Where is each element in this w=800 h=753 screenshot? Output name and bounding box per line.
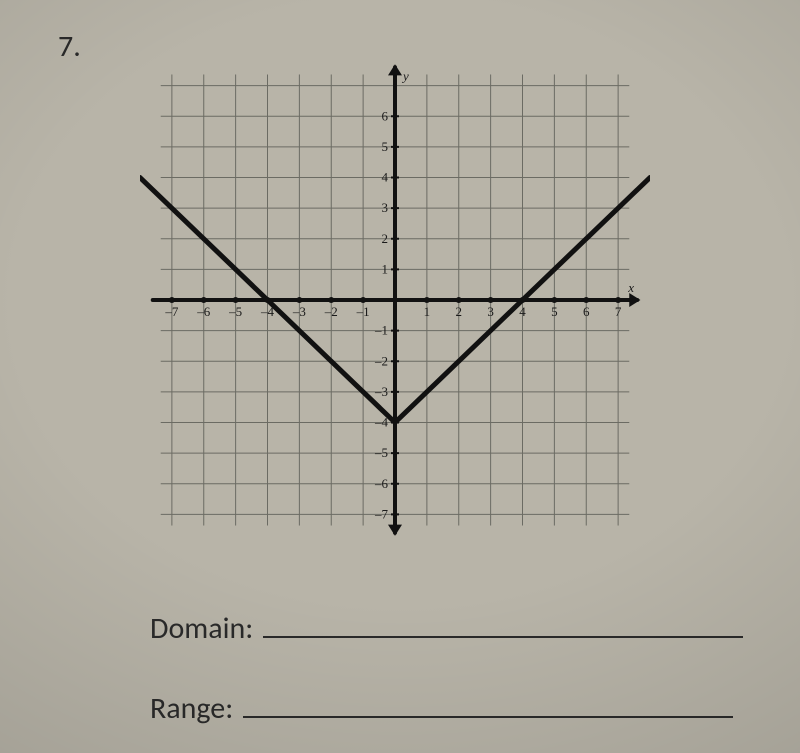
svg-text:–6: –6 <box>196 304 211 319</box>
svg-text:–1: –1 <box>374 323 388 338</box>
svg-text:–2: –2 <box>374 353 388 368</box>
domain-row: Domain: <box>150 610 743 647</box>
svg-text:6: 6 <box>382 108 389 123</box>
domain-label: Domain: <box>150 610 253 647</box>
svg-text:–5: –5 <box>374 445 388 460</box>
svg-text:–1: –1 <box>356 304 370 319</box>
svg-text:–5: –5 <box>228 304 242 319</box>
svg-text:2: 2 <box>456 304 463 319</box>
svg-text:–3: –3 <box>374 384 388 399</box>
svg-text:x: x <box>627 280 634 295</box>
svg-text:4: 4 <box>519 304 526 319</box>
coordinate-chart: –7–6–5–4–3–2–11234567–7–6–5–4–3–2–112345… <box>140 55 650 545</box>
chart-svg: –7–6–5–4–3–2–11234567–7–6–5–4–3–2–112345… <box>140 55 650 545</box>
svg-text:6: 6 <box>583 304 590 319</box>
svg-text:–3: –3 <box>292 304 306 319</box>
range-row: Range: <box>150 690 733 727</box>
svg-text:7: 7 <box>615 304 622 319</box>
svg-text:1: 1 <box>424 304 431 319</box>
svg-text:–6: –6 <box>374 476 389 491</box>
domain-blank-line[interactable] <box>263 636 743 638</box>
svg-text:3: 3 <box>382 200 389 215</box>
svg-text:5: 5 <box>551 304 558 319</box>
svg-text:2: 2 <box>382 231 389 246</box>
svg-text:1: 1 <box>382 261 389 276</box>
problem-number: 7. <box>58 28 81 65</box>
svg-text:5: 5 <box>382 139 389 154</box>
svg-text:4: 4 <box>382 170 389 185</box>
svg-text:–2: –2 <box>324 304 338 319</box>
svg-text:3: 3 <box>487 304 494 319</box>
range-blank-line[interactable] <box>243 716 733 718</box>
svg-text:–7: –7 <box>164 304 179 319</box>
svg-text:–7: –7 <box>374 506 389 521</box>
svg-text:y: y <box>401 68 409 83</box>
range-label: Range: <box>150 690 233 727</box>
